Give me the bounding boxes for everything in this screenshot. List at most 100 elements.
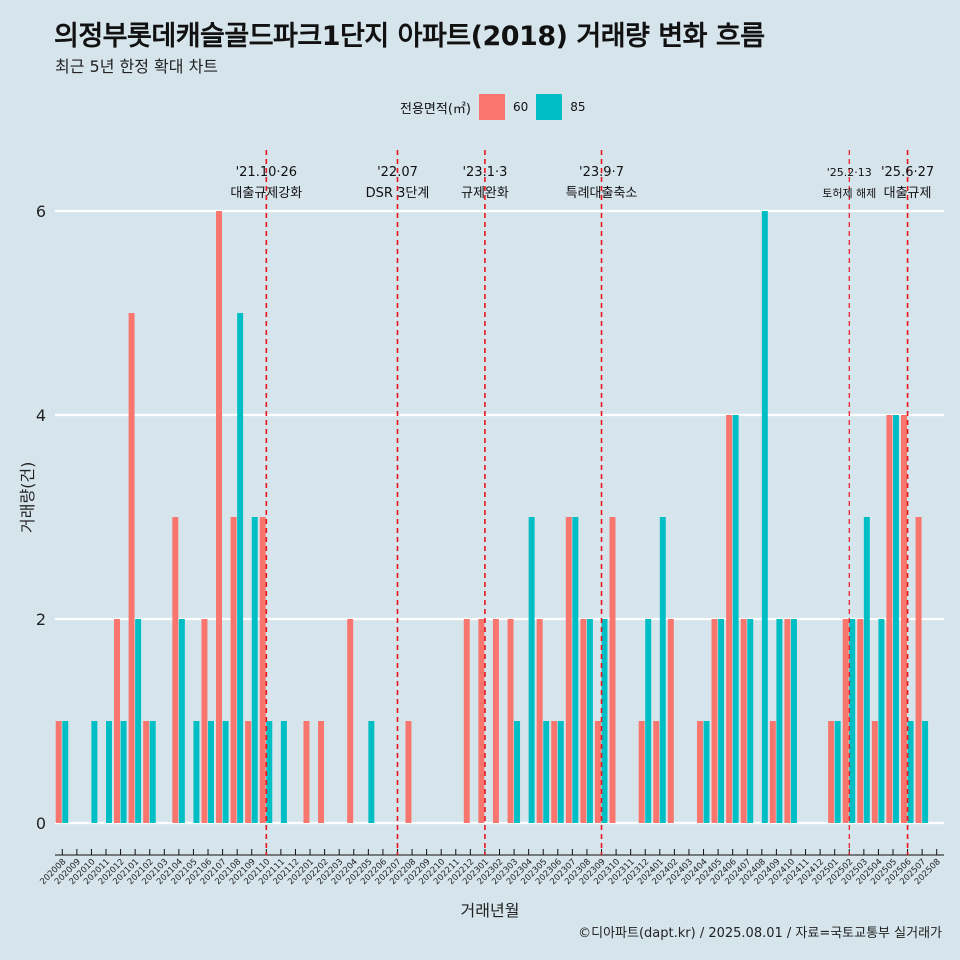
event-date-label: '21.10·26	[236, 165, 297, 180]
bar-85-202507	[922, 721, 929, 823]
bar-60-202208	[405, 721, 412, 823]
bar-60-202302	[492, 619, 499, 823]
bar-85-202405	[718, 619, 725, 823]
bar-60-202312	[638, 721, 645, 823]
event-name-label: 특례대출축소	[566, 186, 638, 201]
bar-60-202306	[551, 721, 558, 823]
bar-85-202101	[135, 619, 142, 823]
bar-85-202504	[878, 619, 885, 823]
bar-85-202110	[266, 721, 273, 823]
bar-85-202501	[834, 721, 841, 823]
bar-60-202404	[696, 721, 703, 823]
event-name-label: 규제완화	[461, 186, 509, 201]
x-axis-label: 거래년월	[460, 901, 520, 920]
bar-60-202106	[201, 619, 208, 823]
legend: 전용면적(㎡) 60 85	[400, 93, 594, 121]
bar-85-202503	[863, 517, 870, 823]
bar-85-202102	[149, 721, 156, 823]
bar-60-202101	[128, 313, 135, 823]
bar-60-202107	[216, 211, 222, 823]
bar-60-202212	[463, 619, 470, 823]
bar-85-202109	[251, 517, 258, 823]
bar-60-202504	[871, 721, 878, 823]
bar-85-202410	[790, 619, 797, 823]
bar-85-202305	[543, 721, 550, 823]
event-date-label: '22.07	[377, 165, 418, 180]
bar-85-202303	[514, 721, 521, 823]
bar-85-202505	[892, 415, 899, 823]
legend-label-85: 85	[570, 100, 586, 114]
bar-85-202011	[106, 721, 112, 823]
legend-swatch-60	[478, 94, 505, 120]
bar-60-202012	[114, 619, 120, 823]
bar-60-202310	[609, 517, 616, 823]
bar-60-202309	[594, 721, 601, 823]
bar-85-202409	[776, 619, 783, 823]
bar-60-202506	[901, 415, 907, 823]
event-date-label: '23.9·7	[579, 165, 624, 180]
bar-85-202308	[586, 619, 593, 823]
y-tick-label: 2	[36, 610, 46, 629]
bar-60-202008	[55, 721, 62, 823]
bar-85-202312	[645, 619, 652, 823]
bar-85-202309	[601, 619, 608, 823]
bar-60-202405	[711, 619, 718, 823]
y-axis-label: 거래량(건)	[18, 461, 37, 533]
chart-subtitle: 최근 5년 한정 확대 차트	[55, 57, 219, 76]
event-name-label: 대출규제	[884, 186, 932, 201]
bar-60-202409	[769, 721, 776, 823]
legend-swatch-85	[536, 94, 563, 120]
bar-85-202502	[849, 619, 856, 823]
bar-85-202012	[120, 721, 127, 823]
bar-60-202507	[915, 517, 922, 823]
bar-85-202111	[280, 721, 287, 823]
bar-60-202503	[857, 619, 864, 823]
event-date-label: '25.2·13	[827, 166, 872, 179]
bar-60-202110	[259, 517, 266, 823]
bar-85-202408	[761, 211, 768, 823]
bar-85-202106	[208, 721, 214, 823]
bar-60-202108	[230, 517, 237, 823]
bar-60-202407	[740, 619, 747, 823]
bar-85-202406	[732, 415, 739, 823]
bar-60-202201	[303, 721, 310, 823]
bar-60-202307	[565, 517, 572, 823]
bar-60-202402	[667, 619, 674, 823]
bar-85-202407	[747, 619, 754, 823]
bar-85-202010	[91, 721, 98, 823]
bar-60-202410	[784, 619, 791, 823]
bar-60-202301	[478, 619, 485, 823]
bar-85-202307	[572, 517, 579, 823]
event-name-label: 대출규제강화	[230, 186, 302, 201]
bar-60-202102	[143, 721, 150, 823]
bar-60-202406	[726, 415, 733, 823]
bar-85-202306	[557, 721, 564, 823]
bar-85-202404	[703, 721, 710, 823]
bar-85-202104	[178, 619, 185, 823]
bar-60-202104	[172, 517, 179, 823]
bar-85-202506	[907, 721, 914, 823]
bar-60-202308	[580, 619, 587, 823]
bar-85-202107	[222, 721, 229, 823]
bar-60-202303	[507, 619, 514, 823]
bar-60-202305	[536, 619, 543, 823]
legend-title: 전용면적(㎡)	[400, 101, 471, 117]
y-tick-label: 4	[36, 406, 46, 425]
event-name-label: DSR 3단계	[366, 186, 430, 201]
source-caption: ©디아파트(dapt.kr) / 2025.08.01 / 자료=국토교통부 실…	[578, 926, 942, 941]
bar-60-202502	[842, 619, 849, 823]
bar-60-202109	[245, 721, 252, 823]
bar-85-202304	[528, 517, 535, 823]
bar-60-202401	[653, 721, 660, 823]
event-name-label: 토허제 해제	[822, 186, 876, 200]
bar-60-202204	[347, 619, 354, 823]
bar-85-202205	[368, 721, 375, 823]
bar-60-202202	[318, 721, 325, 823]
event-date-label: '25.6·27	[881, 165, 934, 180]
event-date-label: '23.1·3	[462, 165, 507, 180]
bar-85-202008	[62, 721, 69, 823]
y-tick-label: 0	[36, 814, 46, 833]
bar-85-202108	[237, 313, 244, 823]
bar-60-202501	[828, 721, 835, 823]
